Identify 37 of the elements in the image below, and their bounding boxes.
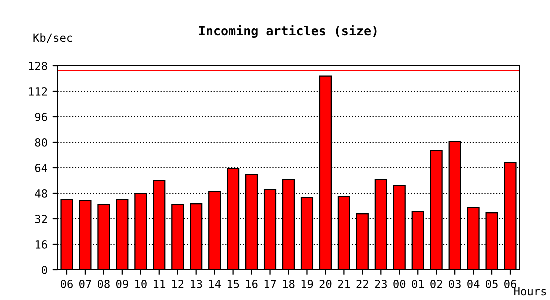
y-axis-title: Kb/sec [34, 34, 72, 44]
x-tick-label: 15 [228, 280, 240, 288]
x-tick-label: 11 [154, 280, 166, 288]
y-tick-label: 0 [42, 266, 48, 274]
y-tick-label: 32 [35, 215, 48, 224]
x-tick-label: 07 [80, 280, 92, 288]
x-tick-label: 01 [412, 280, 424, 288]
y-tick-label: 128 [29, 62, 48, 70]
x-tick-label: 17 [264, 280, 276, 288]
y-tick-label: 48 [35, 190, 48, 198]
x-tick-label: 03 [449, 280, 461, 288]
x-tick-label: 00 [394, 280, 406, 288]
chart-title: Incoming articles (size) [199, 25, 377, 38]
x-axis-title: Hours [514, 287, 546, 296]
x-tick-label: 18 [283, 280, 295, 288]
x-tick-label: 14 [209, 280, 221, 288]
x-tick-label: 04 [468, 280, 480, 288]
y-tick-label: 80 [35, 138, 48, 147]
x-tick-label: 16 [246, 280, 258, 288]
x-tick-label: 12 [172, 280, 184, 288]
y-tick-label: 64 [35, 164, 48, 172]
x-tick-label: 21 [338, 280, 350, 288]
x-tick-label: 23 [375, 280, 388, 288]
x-tick-label: 20 [320, 280, 332, 288]
x-tick-label: 08 [98, 280, 110, 288]
x-tick-label: 13 [190, 280, 202, 288]
y-tick-label: 96 [35, 113, 48, 122]
x-tick-label: 09 [116, 280, 128, 288]
x-tick-label: 10 [136, 280, 147, 288]
x-tick-label: 06 [61, 280, 73, 288]
y-tick-label: 112 [29, 88, 48, 96]
x-tick-label: 22 [356, 280, 368, 288]
x-tick-label: 05 [486, 280, 498, 288]
x-tick-label: 06 [504, 280, 516, 288]
y-tick-label: 16 [36, 240, 48, 249]
x-tick-label: 02 [430, 280, 442, 288]
x-tick-label: 19 [302, 280, 314, 288]
